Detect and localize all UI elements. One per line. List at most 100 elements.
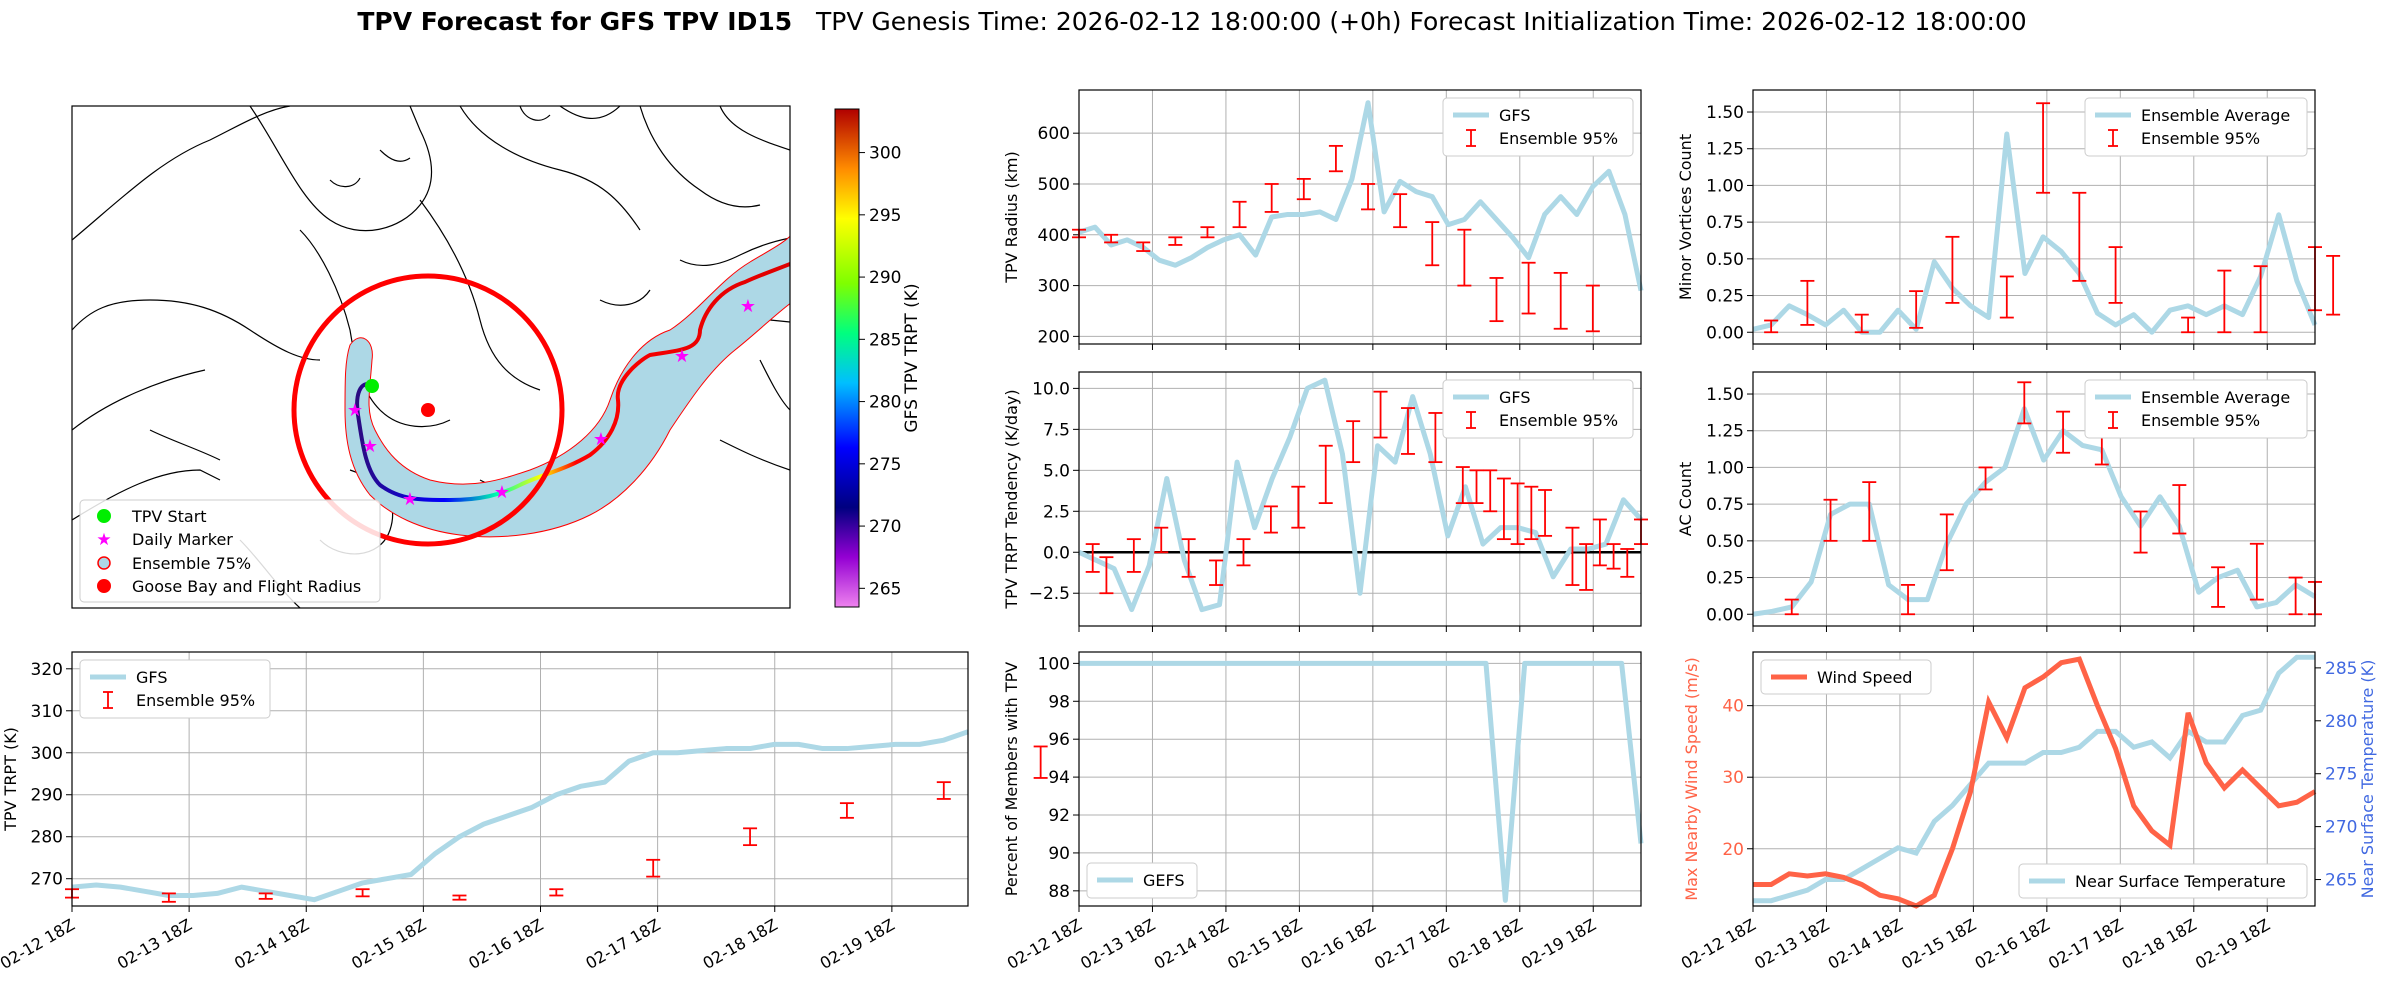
legend-label: GFS bbox=[1499, 388, 1530, 407]
y-tick-label: 0.00 bbox=[1706, 323, 1744, 343]
colorbar-tick-label: 300 bbox=[869, 144, 901, 164]
y2-axis-label: Near Surface Temperature (K) bbox=[2358, 660, 2377, 899]
error-bar bbox=[1620, 548, 1635, 578]
members-line bbox=[1079, 660, 1644, 903]
y-tick-label: 10.0 bbox=[1032, 379, 1070, 399]
y-tick-label: 310 bbox=[31, 702, 63, 722]
legend-label: Ensemble 95% bbox=[1499, 129, 1618, 148]
svg-text:★: ★ bbox=[362, 436, 378, 457]
error-bar bbox=[1579, 543, 1594, 591]
axes-frame bbox=[1752, 651, 2316, 907]
error-bar bbox=[1291, 485, 1306, 529]
legend-daily-label: Daily Marker bbox=[132, 530, 233, 549]
error-bar bbox=[1373, 390, 1388, 439]
y-tick-label: 2.5 bbox=[1043, 502, 1070, 522]
y-axis-label: TPV TRPT (K) bbox=[1, 727, 20, 832]
colorbar-tick-label: 275 bbox=[869, 455, 901, 475]
y-tick-label: 0.0 bbox=[1043, 543, 1070, 563]
error-bar bbox=[1099, 556, 1114, 595]
x-tick-label: 02-13 18Z bbox=[1751, 915, 1832, 973]
y-tick-label: 1.00 bbox=[1706, 458, 1744, 478]
y-axis-label: Minor Vortices Count bbox=[1676, 134, 1695, 300]
x-tick-label: 02-12 18Z bbox=[1678, 915, 1759, 973]
error-bar bbox=[1510, 482, 1525, 545]
trpt-panel: 02-12 18Z 02-13 18Z 02-14 18Z 02-15 18Z 02-1… bbox=[0, 651, 1532, 973]
x-tick-label: 02-15 18Z bbox=[1898, 915, 1979, 973]
error-bar bbox=[1538, 489, 1553, 537]
error-bar bbox=[1784, 598, 1799, 616]
error-bar bbox=[2133, 510, 2148, 554]
error-bar bbox=[1823, 498, 1838, 542]
x-tick-label: 02-17 18Z bbox=[2045, 915, 2126, 973]
error-bar bbox=[2326, 255, 2341, 316]
legend-label: GFS bbox=[1499, 106, 1530, 125]
axes-frame bbox=[1078, 651, 1642, 907]
error-bar bbox=[1104, 233, 1119, 244]
x-tick-label: 02-15 18Z bbox=[1224, 915, 1305, 973]
error-bar bbox=[2072, 191, 2087, 282]
y-tick-label: 0.25 bbox=[1706, 287, 1744, 307]
y-tick-label: 290 bbox=[31, 786, 63, 806]
error-bar bbox=[2172, 484, 2187, 535]
y-tick-label: 300 bbox=[1038, 277, 1070, 297]
x-tick-label: 02-15 18Z bbox=[348, 915, 429, 973]
y-tick-label: 98 bbox=[1048, 692, 1070, 712]
colorbar-tick-label: 280 bbox=[869, 393, 901, 413]
legend-goose-label: Goose Bay and Flight Radius bbox=[132, 577, 361, 596]
error-bar bbox=[1085, 543, 1100, 573]
figure-title: TPV Forecast for GFS TPV ID15 TPV Genesi… bbox=[357, 7, 2026, 36]
error-bar bbox=[839, 802, 854, 819]
error-bar bbox=[1236, 538, 1251, 567]
error-bar bbox=[1346, 420, 1361, 464]
y2-tick-label: 285 bbox=[2325, 659, 2357, 679]
error-bar bbox=[2036, 102, 2051, 194]
y-tick-label: 0.75 bbox=[1706, 213, 1744, 233]
y-tick-label: 94 bbox=[1048, 768, 1070, 788]
error-bar bbox=[1425, 221, 1440, 267]
axes-frame bbox=[1752, 371, 2316, 627]
error-bar bbox=[1483, 469, 1498, 513]
x-tick-label: 02-19 18Z bbox=[1518, 915, 1599, 973]
legend-wind-label: Wind Speed bbox=[1817, 668, 1912, 687]
error-bar bbox=[1469, 469, 1484, 504]
legend-label: GEFS bbox=[1143, 871, 1185, 890]
y-tick-label: 270 bbox=[31, 870, 63, 890]
error-bar bbox=[1489, 277, 1504, 323]
error-bar bbox=[2181, 316, 2196, 334]
error-bar bbox=[1457, 228, 1472, 287]
y2-tick-label: 270 bbox=[2325, 818, 2357, 838]
x-tick-label: 02-13 18Z bbox=[1077, 915, 1158, 973]
y-tick-label: 0.50 bbox=[1706, 250, 1744, 270]
radius-legend: GFS Ensemble 95% bbox=[1442, 97, 1634, 157]
error-bar bbox=[1553, 271, 1568, 330]
y-tick-label: 90 bbox=[1048, 844, 1070, 864]
y-axis-label: TPV TRPT Tendency (K/day) bbox=[1002, 389, 1021, 609]
error-bar bbox=[1428, 412, 1443, 464]
legend-start-label: TPV Start bbox=[131, 507, 207, 526]
error-bar bbox=[1232, 200, 1247, 229]
x-tick-label: 02-14 18Z bbox=[1151, 915, 1232, 973]
y-tick-label: 1.25 bbox=[1706, 422, 1744, 442]
y2-tick-label: 280 bbox=[2325, 712, 2357, 732]
legend-errorbar-icon bbox=[103, 691, 113, 709]
x-tick-label: 02-14 18Z bbox=[1825, 915, 1906, 973]
y-tick-label: 400 bbox=[1038, 226, 1070, 246]
y-tick-label: 1.50 bbox=[1706, 385, 1744, 405]
y-axis-label: Percent of Members with TPV bbox=[1002, 662, 1021, 896]
y-tick-label: 1.50 bbox=[1706, 103, 1744, 123]
error-bar bbox=[1909, 290, 1924, 329]
y-tick-label: 320 bbox=[31, 660, 63, 680]
y-tick-label: 600 bbox=[1038, 124, 1070, 144]
tpv-track bbox=[355, 261, 790, 503]
error-bar bbox=[2108, 246, 2123, 304]
members-legend: GEFS bbox=[1086, 862, 1198, 899]
error-bar bbox=[2217, 269, 2232, 334]
error-bar bbox=[1033, 745, 1048, 779]
x-tick-label: 02-17 18Z bbox=[582, 915, 663, 973]
y-tick-label: 1.25 bbox=[1706, 140, 1744, 160]
ac-line bbox=[1752, 406, 2317, 617]
tendency-legend: GFS Ensemble 95% bbox=[1442, 379, 1634, 439]
x-tick-label: 02-12 18Z bbox=[1004, 915, 1085, 973]
